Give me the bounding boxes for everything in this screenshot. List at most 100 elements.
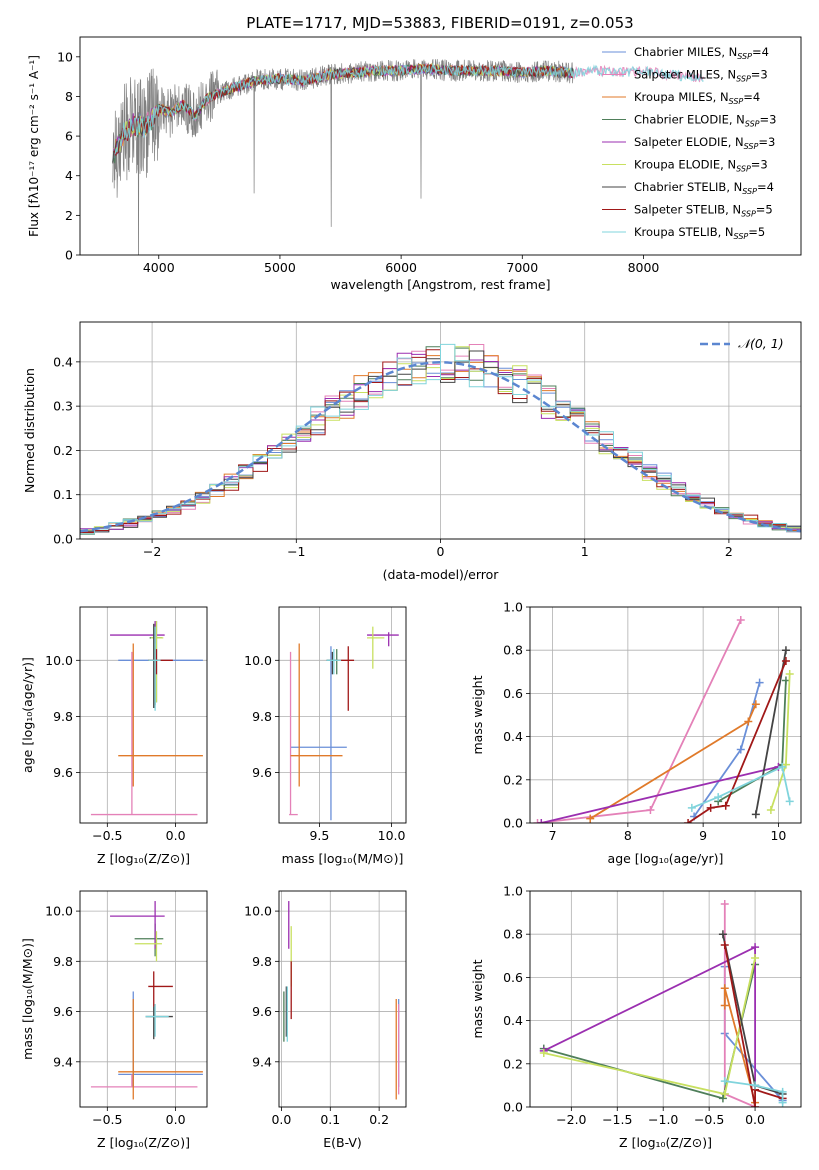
y-axis-label: Flux [fλ10⁻¹⁷ erg cm⁻² s⁻¹ A⁻¹] xyxy=(27,55,41,237)
legend-entry-text: Chabrier ELODIE, N xyxy=(634,113,745,127)
errorbar-chabrier-stelib xyxy=(148,623,161,708)
y-tick-label: 9.6 xyxy=(252,1004,272,1019)
errorbar-chabrier-miles xyxy=(118,621,203,703)
series-marker-chabrier-stelib xyxy=(718,930,727,939)
grid-group xyxy=(80,607,207,823)
y-tick-label: 4 xyxy=(65,168,73,183)
axes-frame: 9.5 10.0 9.6 9.8 10.0 mass [log₁₀(M/M⊙)] xyxy=(244,606,407,866)
series-marker-kroupa-elodie xyxy=(785,669,794,678)
y-tick-label: 10.0 xyxy=(45,653,73,668)
legend-entry-text: Salpeter ELODIE, N xyxy=(634,135,744,149)
axes-border xyxy=(79,890,208,1108)
errorbar-kroupa-elodie xyxy=(151,621,164,703)
legend-entry-salpeter-stelib: Salpeter STELIB, NSSP=5 xyxy=(634,203,773,219)
plot-area xyxy=(289,626,399,821)
legend-entry-subscript: SSP xyxy=(745,120,760,129)
legend-entry-kroupa-miles: Kroupa MILES, NSSP=4 xyxy=(634,90,760,106)
legend-entry-text: Kroupa STELIB, N xyxy=(634,225,734,239)
massweight-vs-age-chart: 7 8 9 10 0.0 0.2 0.4 0.6 0.8 1.0 age [log₁₀(age/yr… xyxy=(470,600,802,866)
grid-group xyxy=(279,607,406,823)
age-vs-metallicity-chart: −0.5 0.0 9.6 9.8 10.0 Z [log₁₀(Z/Z⊙)] age [log… xyxy=(20,606,208,866)
errorbar-kroupa-miles xyxy=(118,643,203,787)
series-line-salpeter-stelib xyxy=(723,944,783,1107)
series-marker-kroupa-stelib xyxy=(778,1087,787,1096)
axes-border xyxy=(529,890,802,1108)
y-tick-label: 0.3 xyxy=(53,399,73,414)
x-tick-label: 7 xyxy=(549,828,557,843)
y-tick-label: 10.0 xyxy=(45,904,73,919)
x-tick-label: 0.1 xyxy=(320,1112,340,1127)
plot-area xyxy=(90,621,203,816)
axes-frame: −2 −1 0 1 2 0.0 0.1 0.2 0.3 0.4 (data-model)/error… xyxy=(22,321,802,582)
normal-curve xyxy=(80,361,801,533)
legend-entry-count: =5 xyxy=(756,203,773,217)
series-marker-salpeter-miles xyxy=(646,806,655,815)
series-kroupa-elodie xyxy=(766,669,794,815)
y-tick-label: 6 xyxy=(65,129,73,144)
series-marker-salpeter-miles xyxy=(736,615,745,624)
legend-entry-subscript: SSP xyxy=(736,165,751,174)
y-tick-label: 0.0 xyxy=(503,816,523,831)
series-marker-kroupa-miles xyxy=(744,717,753,726)
y-tick-label: 9.8 xyxy=(53,709,73,724)
legend-entry-text: Salpeter STELIB, N xyxy=(634,203,741,217)
series-marker-salpeter-elodie xyxy=(537,819,546,823)
series-chabrier-stelib xyxy=(751,646,790,819)
series-marker-salpeter-miles xyxy=(533,819,542,823)
legend-entry-kroupa-stelib: Kroupa STELIB, NSSP=5 xyxy=(634,225,765,241)
x-tick-label: −0.5 xyxy=(92,1112,122,1127)
series-marker-salpeter-elodie xyxy=(751,943,760,952)
legend-entry-count: =3 xyxy=(760,113,777,127)
series-marker-kroupa-miles xyxy=(751,700,760,709)
x-axis-label: mass [log₁₀(M/M⊙)] xyxy=(282,851,404,866)
x-axis-label: wavelength [Angstrom, rest frame] xyxy=(330,277,550,292)
model-line-salpeter-miles xyxy=(113,62,704,154)
series-marker-chabrier-miles xyxy=(736,745,745,754)
series-marker-kroupa-elodie xyxy=(751,953,760,962)
errorbar-kroupa-miles xyxy=(118,999,203,1100)
x-tick-label: −2.0 xyxy=(556,1112,586,1127)
legend-entry-count: =3 xyxy=(751,68,768,82)
legend-entry-text: Kroupa ELODIE, N xyxy=(634,158,736,172)
legend-entry-subscript: SSP xyxy=(734,232,749,241)
x-tick-label: 0.0 xyxy=(745,1112,765,1127)
axes-frame: −0.5 0.0 9.4 9.6 9.8 10.0 Z [log₁₀(Z/Z⊙)] mass … xyxy=(20,890,208,1150)
y-tick-label: 0.2 xyxy=(53,443,73,458)
legend-entry-text: Salpeter MILES, N xyxy=(634,68,736,82)
series-kroupa-miles xyxy=(586,700,760,823)
x-tick-label: 9.5 xyxy=(309,828,329,843)
series-marker-kroupa-stelib xyxy=(720,1077,729,1086)
legend-entry-text: Kroupa MILES, N xyxy=(634,90,729,104)
x-tick-label: 1 xyxy=(581,544,589,559)
y-tick-label: 0.0 xyxy=(503,1100,523,1115)
series-salpeter-elodie xyxy=(537,762,783,823)
y-tick-label: 0.6 xyxy=(503,970,523,985)
errorbar-kroupa-miles xyxy=(290,643,343,787)
series-salpeter-stelib xyxy=(684,657,790,823)
legend-entry-subscript: SSP xyxy=(741,210,756,219)
series-salpeter-elodie xyxy=(539,943,760,1090)
legend-entry-subscript: SSP xyxy=(736,75,751,84)
series-marker-kroupa-elodie xyxy=(766,806,775,815)
series-chabrier-miles xyxy=(720,962,787,1105)
mass-vs-ebv-chart: 0.0 0.1 0.2 9.4 9.6 9.8 10.0 E(B-V) xyxy=(244,890,407,1150)
y-tick-label: 0.6 xyxy=(503,686,523,701)
plot-area xyxy=(539,899,787,1107)
x-tick-label: 0.0 xyxy=(166,828,186,843)
grid-group xyxy=(279,891,406,1107)
series-marker-salpeter-stelib xyxy=(706,803,715,812)
model-line-kroupa-stelib xyxy=(114,62,704,155)
errorbar-chabrier-miles xyxy=(118,991,203,1087)
x-tick-label: 2 xyxy=(725,544,733,559)
y-tick-label: 0.4 xyxy=(53,354,73,369)
series-marker-chabrier-elodie xyxy=(718,1094,727,1103)
x-tick-label: 0.0 xyxy=(166,1112,186,1127)
errorbar-salpeter-stelib xyxy=(148,649,173,675)
legend-entry-text: Chabrier STELIB, N xyxy=(634,180,742,194)
residual-histogram-chart: −2 −1 0 1 2 0.0 0.1 0.2 0.3 0.4 (data-model)/error… xyxy=(22,321,802,582)
series-marker-kroupa-stelib xyxy=(687,803,696,812)
x-axis-label: (data-model)/error xyxy=(383,567,500,582)
y-tick-label: 9.4 xyxy=(53,1054,73,1069)
series-marker-kroupa-stelib xyxy=(778,1098,787,1107)
